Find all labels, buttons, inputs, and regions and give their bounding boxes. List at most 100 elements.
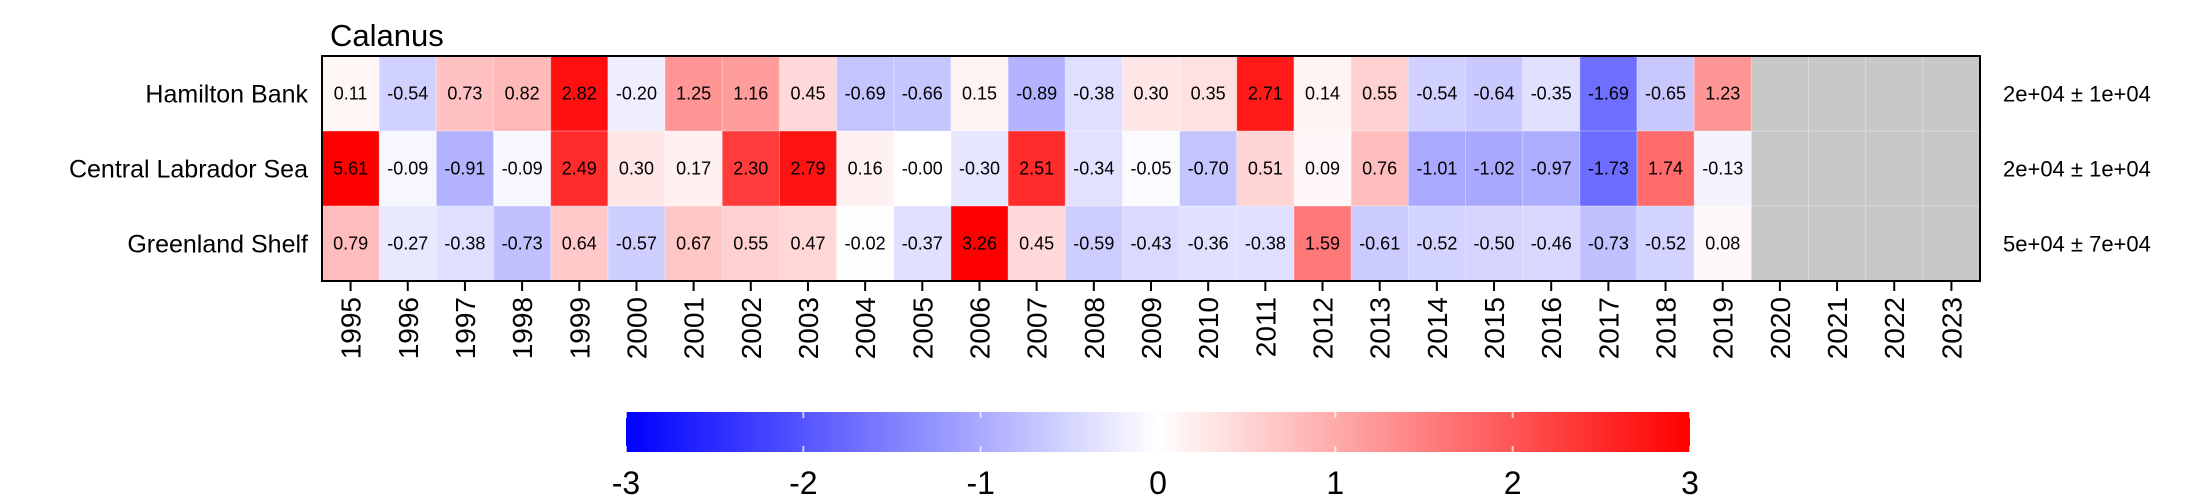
heatmap-cell [1694,56,1752,132]
heatmap-cell [893,206,952,282]
cell-value-label: -0.61 [1359,234,1400,254]
heatmap-cell [607,206,666,282]
heatmap-cell [950,131,1009,207]
cell-value-label: -0.54 [1416,84,1457,104]
cell-value-label: 0.08 [1705,234,1740,254]
cell-value-label: -0.73 [502,234,543,254]
x-tick-label: 1999 [564,297,595,359]
heatmap-cell [1922,56,1981,132]
cell-value-label: 0.16 [848,159,883,179]
cell-value-label: 0.51 [1248,159,1283,179]
heatmap-cell [779,206,838,282]
cell-value-label: -0.64 [1474,84,1515,104]
heatmap-cell [607,56,666,132]
heatmap-cell [779,56,838,132]
cell-value-label: 0.30 [1133,84,1168,104]
heatmap-cell [1293,206,1352,282]
heatmap-cell [1922,131,1981,207]
heatmap-cell [665,131,723,207]
x-tick-label: 2019 [1708,297,1739,359]
x-tick-label: 2004 [850,297,881,359]
cell-value-label: 0.09 [1305,159,1340,179]
cell-value-label: -0.00 [902,159,943,179]
x-tick-label: 2001 [679,297,710,359]
heatmap-cell [322,131,380,207]
row-label: Central Labrador Sea [69,156,308,184]
heatmap-cell [665,56,723,132]
heatmap-cell [1865,131,1924,207]
x-tick-label: 2014 [1422,297,1453,359]
heatmap-cell [1351,206,1409,282]
heatmap-cell [493,56,552,132]
cell-value-label: -0.13 [1702,159,1743,179]
heatmap-cell [550,206,609,282]
heatmap-cell [607,131,666,207]
x-tick-label: 2009 [1136,297,1167,359]
x-tick-label: 2022 [1879,297,1910,359]
heatmap-cell [550,56,609,132]
cell-value-label: 5.61 [333,159,368,179]
heatmap-cell [1408,56,1466,132]
cell-value-label: -0.20 [616,84,657,104]
heatmap-cell [1808,131,1867,207]
heatmap-cell [1236,131,1295,207]
x-tick-label: 2020 [1765,297,1796,359]
heatmap-cell [1751,56,1809,132]
cell-value-label: 0.45 [1019,234,1054,254]
heatmap-cell [493,131,552,207]
colorbar-tick-label: 3 [1681,465,1699,500]
heatmap-cell [493,206,552,282]
heatmap-cell [1179,56,1238,132]
heatmap-cell [1751,131,1809,207]
heatmap-cell [1065,56,1123,132]
heatmap-cell [1122,131,1181,207]
x-tick-label: 2010 [1193,297,1224,359]
heatmap-cell [1008,131,1066,207]
colorbar-tick-label: -1 [966,465,994,500]
heatmap-cell [1808,56,1867,132]
x-tick-label: 2006 [964,297,995,359]
cell-value-label: -0.05 [1130,159,1171,179]
cell-value-label: -0.59 [1073,234,1114,254]
cell-value-label: -0.09 [502,159,543,179]
row-label: Greenland Shelf [127,231,308,259]
cell-value-label: -0.52 [1416,234,1457,254]
heatmap-cell [1865,206,1924,282]
x-tick-label: 2012 [1308,297,1339,359]
heatmap-cell [1293,56,1352,132]
row-stat-label: 2e+04 ± 1e+04 [2003,157,2151,182]
x-tick-label: 2015 [1479,297,1510,359]
x-tick-label: 2008 [1079,297,1110,359]
cell-value-label: -0.65 [1645,84,1686,104]
heatmap-cell [1694,131,1752,207]
heatmap-cell [1465,56,1524,132]
cell-value-label: -0.46 [1531,234,1572,254]
cell-value-label: 0.11 [334,84,368,104]
cell-value-label: -0.89 [1016,84,1057,104]
cell-value-label: -0.97 [1531,159,1572,179]
x-tick-label: 2013 [1365,297,1396,359]
cell-value-label: 0.45 [790,84,825,104]
cell-value-label: 2.82 [562,84,597,104]
heatmap-cells [322,56,1981,282]
cell-value-label: 0.15 [962,84,997,104]
heatmap-cell [1179,131,1238,207]
cell-value-label: -0.54 [387,84,428,104]
x-tick-label: 2007 [1022,297,1053,359]
cell-value-label: -0.57 [616,234,657,254]
cell-value-label: -0.73 [1588,234,1629,254]
heatmap-cell [436,131,495,207]
cell-value-label: 2.71 [1248,84,1283,104]
heatmap-cell [1865,56,1924,132]
heatmap-cell [1008,56,1066,132]
cell-value-label: -0.38 [444,234,485,254]
cell-value-label: 0.82 [505,84,540,104]
heatmap-cell [1922,206,1981,282]
x-tick-label: 1997 [450,297,481,359]
cell-value-label: 2.51 [1019,159,1054,179]
colorbar-tick-label: -3 [612,465,640,500]
heatmap-cell [836,206,895,282]
cell-value-label: 1.23 [1705,84,1740,104]
cell-value-label: -0.38 [1245,234,1286,254]
cell-value-label: 0.55 [1362,84,1397,104]
